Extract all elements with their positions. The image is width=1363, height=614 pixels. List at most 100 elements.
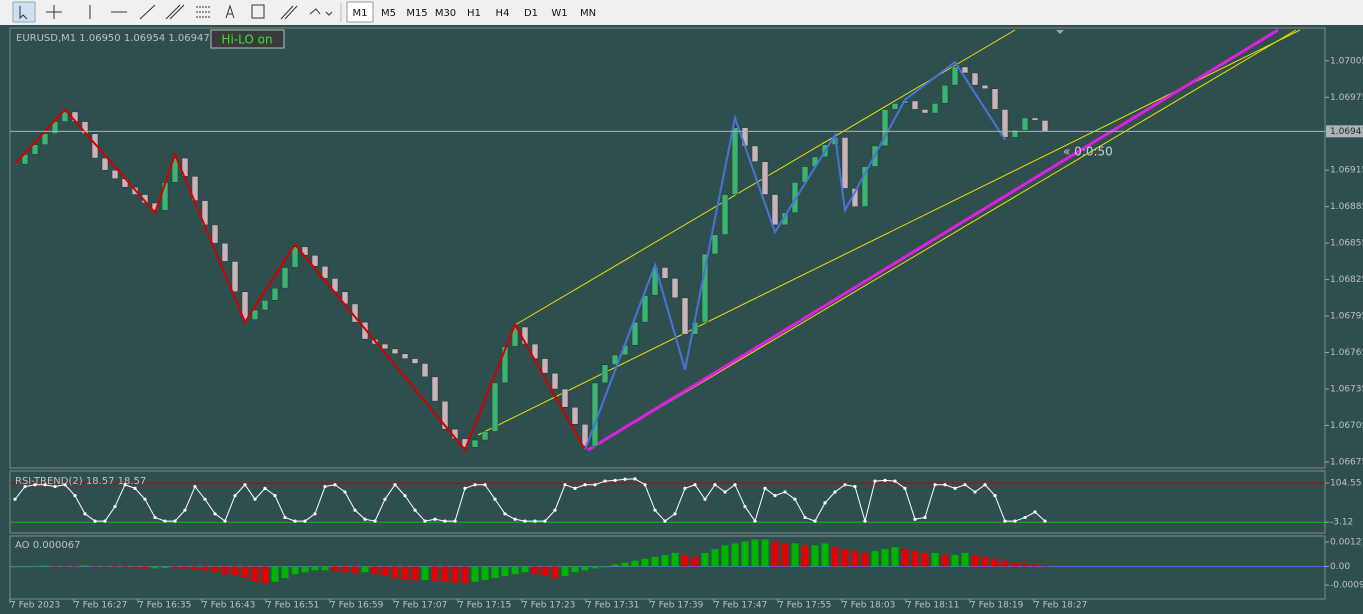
ao-bar [981, 556, 989, 567]
ao-bar [341, 566, 349, 573]
cursor-tool[interactable] [12, 1, 36, 23]
ao-bar [901, 549, 909, 567]
timeframe-button[interactable]: M1 [353, 8, 368, 19]
candle [171, 157, 179, 183]
ao-bar [641, 558, 649, 567]
ao-bar [451, 566, 459, 583]
trend-line [587, 28, 1279, 452]
rsi-point [553, 508, 557, 512]
candle [361, 321, 369, 340]
timeframe-active [346, 1, 374, 23]
fibo-tool[interactable] [165, 4, 185, 20]
timeframe-button[interactable]: M30 [435, 8, 456, 19]
ao-bar [971, 554, 979, 567]
rsi-point [283, 515, 287, 520]
ao-bar [911, 551, 919, 567]
rsi-point [253, 497, 257, 501]
rsi-point [83, 512, 87, 516]
rsi-point [13, 497, 17, 501]
ao-bar [861, 552, 869, 567]
candle [1041, 120, 1049, 132]
label-tool[interactable] [251, 4, 265, 19]
rsi-point [243, 483, 247, 487]
rsi-point [663, 519, 667, 523]
rsi-point [193, 484, 197, 489]
candle [111, 169, 119, 179]
x-tick-label: 7 Feb 16:51 [266, 601, 319, 611]
ao-bar [941, 554, 949, 567]
rsi-point [613, 478, 617, 482]
ao-bar [681, 554, 689, 567]
timeframe-button[interactable]: MN [580, 8, 596, 19]
rsi-point [763, 486, 767, 490]
rsi-point [33, 483, 37, 487]
ao-bar [121, 566, 129, 568]
rsi-point [793, 497, 797, 501]
timeframe-button[interactable]: D1 [524, 8, 538, 19]
x-tick-label: 7 Feb 18:11 [906, 601, 959, 611]
timeframe-button[interactable]: H4 [496, 8, 510, 19]
timeframe-button[interactable]: W1 [551, 8, 567, 19]
rsi-point [1003, 519, 1007, 523]
y-tick-label: 1.06915 [1330, 166, 1363, 176]
rsi-point [853, 484, 857, 489]
candle [31, 144, 39, 155]
ao-bar [301, 566, 309, 573]
candle [711, 234, 719, 255]
timeframe-button[interactable]: M5 [381, 8, 396, 19]
cursor-icon [19, 6, 28, 20]
y-tick-label: 104.55 [1330, 479, 1362, 489]
shapes-tool[interactable] [309, 8, 333, 16]
rsi-point [173, 519, 177, 523]
candle [311, 255, 319, 267]
ao-bar [671, 552, 679, 567]
timeframe-button[interactable]: M15 [406, 8, 427, 19]
candle [771, 194, 779, 226]
y-tick-label: 1.06975 [1330, 93, 1363, 103]
candle [211, 224, 219, 244]
rsi-line [14, 478, 1046, 524]
ao-bar [851, 551, 859, 567]
ao-bar [871, 551, 879, 567]
toolbar [0, 0, 1363, 25]
rsi-point [523, 519, 527, 523]
rsi-point [723, 490, 727, 494]
rsi-point [493, 497, 497, 501]
candle [101, 157, 109, 171]
crosshair-tool[interactable] [46, 5, 62, 19]
ao-bar [251, 566, 259, 582]
ao-bar [151, 566, 159, 569]
rsi-point [453, 519, 457, 523]
x-tick-label: 7 Feb 17:07 [394, 601, 447, 611]
candle [431, 376, 439, 402]
current-price-box [1326, 125, 1363, 138]
gann-tool[interactable] [280, 5, 298, 20]
ao-bar [131, 566, 139, 569]
rsi-point [183, 508, 187, 512]
ao-bar [1001, 560, 1009, 567]
candle [641, 295, 649, 323]
x-tick-label: 7 Feb 16:27 [74, 601, 127, 611]
text-tool[interactable] [225, 4, 235, 19]
y-tick-label: 1.07005 [1330, 56, 1363, 66]
candle [751, 145, 759, 162]
timeframe-button[interactable]: H1 [467, 8, 481, 19]
ao-bar [41, 565, 49, 567]
ao-bar [701, 552, 709, 567]
x-tick-label: 7 Feb 17:15 [458, 601, 511, 611]
ao-bar [11, 566, 19, 568]
rsi-point [353, 508, 357, 512]
ao-bar [761, 539, 769, 567]
ao-window [9, 535, 1326, 600]
trendline-tool[interactable] [139, 4, 156, 20]
candle [1021, 117, 1029, 131]
hilo-button[interactable] [210, 29, 285, 49]
ao-bar [391, 566, 399, 578]
rsi-point [833, 490, 837, 494]
rsi-point [943, 483, 947, 487]
candle [591, 382, 599, 447]
channel-tool[interactable] [196, 6, 210, 18]
rsi-point [573, 486, 577, 490]
x-tick-label: 7 Feb 18:19 [970, 601, 1024, 611]
